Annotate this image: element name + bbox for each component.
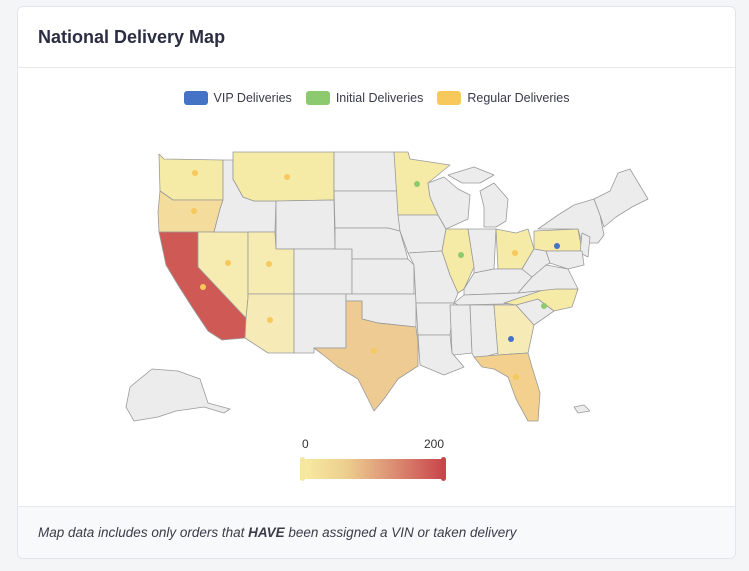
marker-minnesota[interactable] [414,181,420,187]
us-map [125,151,649,422]
state-iowa [397,214,447,254]
state-alabama [469,304,499,358]
footer-emphasis: HAVE [248,525,285,540]
state-kansas [351,258,415,295]
legend-label-vip: VIP Deliveries [213,91,292,105]
scale-max-label: 200 [423,437,444,451]
marker-ohio[interactable] [512,250,518,256]
state-colorado [293,248,353,295]
card-title: National Delivery Map [38,26,226,47]
marker-montana[interactable] [284,174,290,180]
legend-label-initial: Initial Deliveries [335,91,424,105]
state-montana[interactable] [232,151,335,202]
state-south-dakota [333,190,401,232]
legend-swatch-initial [305,91,330,105]
scale-min-label: 0 [302,437,309,451]
footer-suffix: been assigned a VIN or taken delivery [284,525,517,540]
marker-pennsylvania[interactable] [554,243,560,249]
state-arkansas [415,302,455,336]
marker-georgia[interactable] [508,336,514,342]
card-footer: Map data includes only orders that HAVE … [18,506,735,558]
marker-north-carolina[interactable] [541,303,547,309]
marker-arizona[interactable] [267,317,273,323]
state-hawaii [573,404,591,414]
scale-gradient-bar [302,459,444,479]
state-texas[interactable] [313,300,419,412]
state-alaska [125,368,231,422]
state-michigan [479,182,509,228]
state-arizona[interactable] [244,293,295,354]
delivery-map-card: National Delivery Map VIP Deliveries Ini… [17,6,736,559]
legend-label-regular: Regular Deliveries [467,91,570,105]
state-mississippi [449,304,473,356]
state-new-york [537,198,605,244]
state-louisiana [417,334,465,376]
footer-prefix: Map data includes only orders that [38,525,249,540]
state-georgia[interactable] [493,304,535,356]
state-michigan-upper [447,166,495,184]
map-legend: VIP Deliveries Initial Deliveries Regula… [18,91,735,105]
scale-max-handle[interactable] [441,457,446,481]
state-new-mexico [293,293,347,354]
delivery-markers [191,170,560,380]
state-wisconsin [427,176,471,230]
scale-min-handle[interactable] [300,457,305,481]
legend-swatch-vip [183,91,208,105]
marker-illinois[interactable] [458,252,464,258]
state-maryland [545,250,585,270]
card-header: National Delivery Map [18,7,735,68]
legend-item-regular[interactable]: Regular Deliveries [437,91,569,105]
state-florida[interactable] [473,352,541,422]
marker-utah[interactable] [266,261,272,267]
legend-item-vip[interactable]: VIP Deliveries [183,91,292,105]
legend-item-initial[interactable]: Initial Deliveries [305,91,424,105]
marker-texas[interactable] [371,348,377,354]
marker-oregon[interactable] [191,208,197,214]
legend-swatch-regular [437,91,462,105]
state-new-jersey [579,232,591,258]
state-new-england [593,168,649,228]
color-scale: 0 200 [300,437,446,487]
marker-nevada[interactable] [225,260,231,266]
marker-florida[interactable] [513,374,519,380]
marker-washington[interactable] [192,170,198,176]
state-north-dakota [333,151,399,192]
state-washington[interactable] [158,153,224,201]
state-wyoming [275,199,336,250]
footer-note: Map data includes only orders that HAVE … [38,525,517,540]
marker-california[interactable] [200,284,206,290]
